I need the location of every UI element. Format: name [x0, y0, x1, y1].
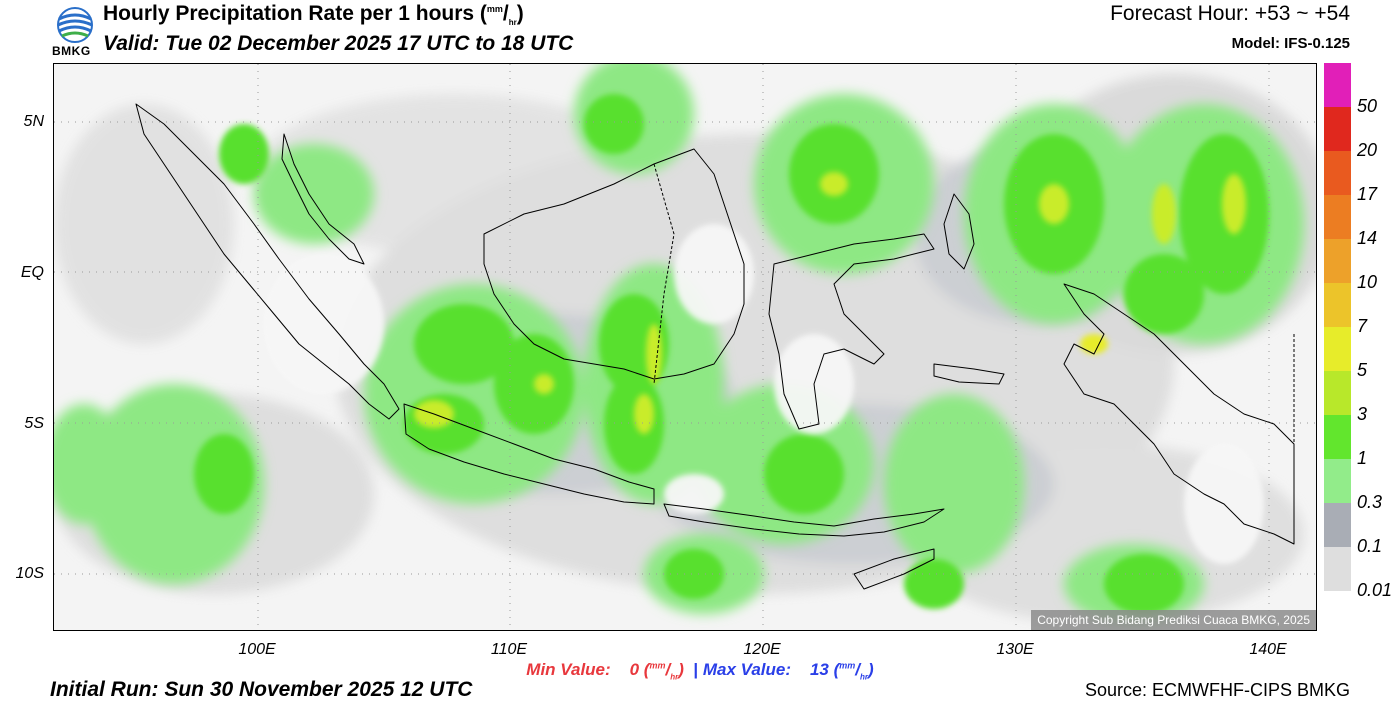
valid-time: Valid: Tue 02 December 2025 17 UTC to 18…	[103, 32, 574, 55]
legend-swatch	[1324, 283, 1351, 327]
logo-text: BMKG	[52, 44, 91, 58]
lon-label-140e: 140E	[1249, 641, 1287, 658]
legend-swatch	[1324, 239, 1351, 283]
legend-label: 20	[1357, 140, 1378, 160]
lon-label-110e: 110E	[490, 641, 528, 658]
lon-label-120e: 120E	[743, 641, 781, 658]
lat-label-5s: 5S	[24, 415, 44, 432]
legend-label: 1	[1357, 448, 1368, 468]
min-value: Min Value: 0 (mm/hr)	[526, 660, 684, 682]
legend-swatch	[1324, 151, 1351, 195]
legend-label: 0.01	[1357, 580, 1393, 600]
model-label: Model: IFS-0.125	[1231, 35, 1350, 52]
color-legend	[1324, 63, 1351, 591]
legend-swatch	[1324, 371, 1351, 415]
max-value: Max Value: 13 (mm/hr)	[702, 660, 874, 682]
lat-label-10s: 10S	[15, 565, 44, 582]
legend-label: 7	[1357, 316, 1368, 336]
map-canvas	[54, 64, 1316, 630]
legend-label: 17	[1357, 184, 1378, 204]
legend-label: 10	[1357, 272, 1378, 292]
legend-swatch	[1324, 547, 1351, 591]
legend-label: 0.3	[1357, 492, 1383, 512]
copyright-notice: Copyright Sub Bidang Prediksi Cuaca BMKG…	[1031, 610, 1316, 630]
bmkg-logo-icon	[57, 7, 93, 43]
legend-label: 14	[1357, 228, 1378, 248]
initial-run: Initial Run: Sun 30 November 2025 12 UTC	[50, 678, 473, 701]
precipitation-map	[53, 63, 1317, 631]
lon-label-100e: 100E	[238, 641, 276, 658]
lat-label-eq: EQ	[20, 264, 44, 281]
legend-swatch	[1324, 459, 1351, 503]
legend-swatch	[1324, 107, 1351, 151]
legend-swatch	[1324, 503, 1351, 547]
legend-label: 3	[1357, 404, 1368, 424]
legend-swatch	[1324, 63, 1351, 107]
legend-swatch	[1324, 327, 1351, 371]
legend-label: 50	[1357, 96, 1378, 116]
legend-label: 0.1	[1357, 536, 1383, 556]
legend-label: 5	[1357, 360, 1368, 380]
lon-label-130e: 130E	[996, 641, 1034, 658]
forecast-hour: Forecast Hour: +53 ~ +54	[1110, 2, 1350, 25]
source-label: Source: ECMWFHF-CIPS BMKG	[1084, 680, 1350, 700]
min-max-values: Min Value: 0 (mm/hr) | Max Value: 13 (mm…	[526, 660, 874, 682]
page-title: Hourly Precipitation Rate per 1 hours (m…	[103, 2, 524, 28]
legend-swatch	[1324, 415, 1351, 459]
lat-label-5n: 5N	[23, 113, 44, 130]
legend-swatch	[1324, 195, 1351, 239]
